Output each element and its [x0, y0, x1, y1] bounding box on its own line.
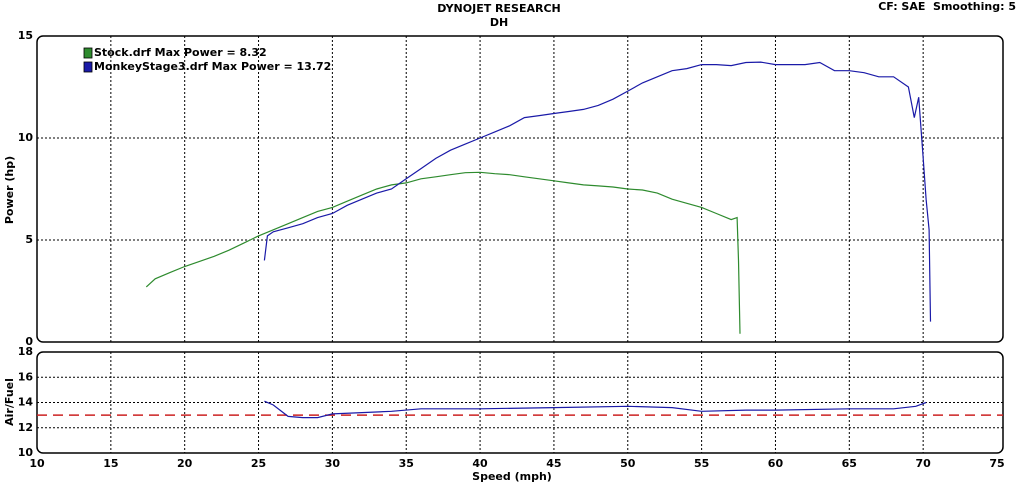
data-line — [263, 61, 932, 322]
data-line — [145, 171, 741, 334]
y-tick-label: 16 — [18, 370, 34, 383]
x-tick-label: 15 — [103, 457, 118, 470]
y-axis-label: Power (hp) — [3, 156, 16, 224]
x-tick-label: 45 — [546, 457, 561, 470]
legend-swatch — [83, 47, 93, 59]
y-tick-label: 18 — [18, 345, 33, 358]
x-tick-label: 75 — [989, 457, 1004, 470]
x-tick-label: 10 — [29, 457, 45, 470]
x-tick-label: 20 — [177, 457, 193, 470]
x-axis-label: Speed (mph) — [472, 470, 552, 483]
data-line — [264, 400, 927, 419]
y-tick-label: 10 — [18, 131, 34, 144]
y-tick-label: 12 — [18, 421, 33, 434]
legend-entry: MonkeyStage3.drf Max Power = 13.72 — [94, 60, 331, 73]
legend-swatch — [83, 61, 93, 73]
y-tick-label: 15 — [18, 29, 33, 42]
y-axis-label: Air/Fuel — [3, 378, 16, 426]
x-tick-label: 65 — [842, 457, 857, 470]
x-tick-label: 60 — [768, 457, 784, 470]
x-tick-label: 30 — [325, 457, 341, 470]
x-tick-label: 25 — [251, 457, 266, 470]
settings: CF: SAE Smoothing: 5 — [878, 0, 1016, 13]
x-tick-label: 40 — [472, 457, 488, 470]
x-tick-label: 55 — [694, 457, 709, 470]
y-tick-label: 5 — [25, 233, 33, 246]
subtitle: DH — [490, 16, 508, 29]
legend-entry: Stock.drf Max Power = 8.32 — [94, 46, 267, 59]
y-tick-label: 10 — [18, 446, 34, 459]
y-tick-label: 0 — [25, 335, 33, 348]
x-tick-label: 70 — [915, 457, 931, 470]
y-tick-label: 14 — [18, 396, 34, 409]
plot-area — [36, 35, 1004, 343]
title: DYNOJET RESEARCH — [437, 2, 560, 15]
x-tick-label: 50 — [620, 457, 636, 470]
x-tick-label: 35 — [399, 457, 414, 470]
